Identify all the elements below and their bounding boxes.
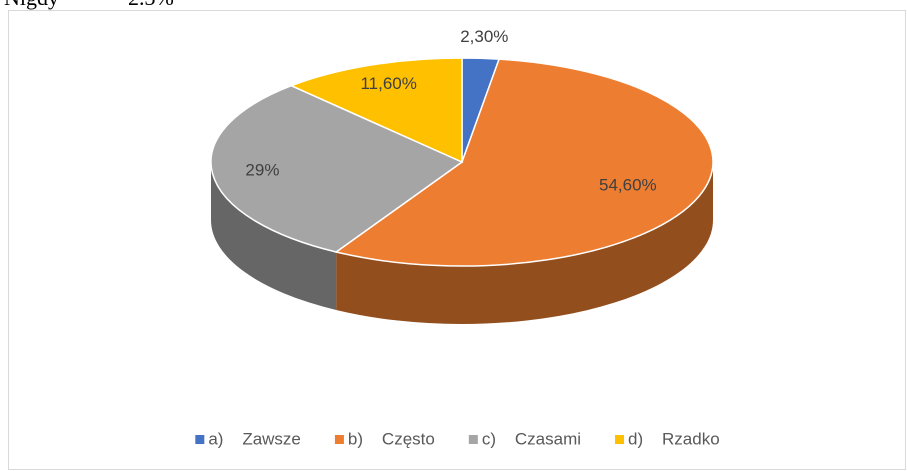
data-label: 2,30%	[460, 27, 508, 46]
legend-swatch	[334, 435, 344, 444]
data-label: 11,60%	[360, 74, 416, 93]
legend-label: c) Czasami	[482, 429, 581, 448]
pie-slice	[210, 84, 464, 253]
page-fragment: 2.3%	[128, 0, 174, 10]
legend-swatch	[195, 435, 205, 444]
legend-swatch	[468, 435, 478, 444]
data-label: 54,60%	[599, 176, 657, 195]
slice-side	[211, 162, 337, 310]
legend-swatch	[615, 435, 625, 444]
legend-label: d) Rzadko	[628, 429, 720, 448]
data-label: 29%	[245, 161, 279, 180]
legend-label: b) Często	[348, 429, 435, 448]
legend-label: a) Zawsze	[208, 429, 301, 448]
slice-side	[336, 162, 713, 324]
pie-slice	[334, 58, 714, 267]
page-fragment: Nigdy	[4, 0, 59, 10]
pie-slice	[289, 57, 463, 164]
